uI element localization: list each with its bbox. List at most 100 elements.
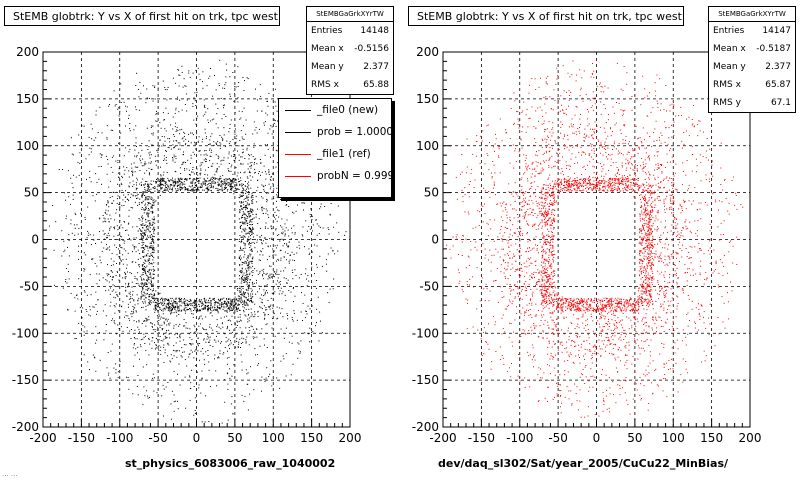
- scatter-point: [180, 187, 182, 189]
- scatter-point: [263, 186, 265, 188]
- scatter-point: [227, 168, 229, 170]
- scatter-point: [163, 179, 165, 181]
- scatter-point: [155, 301, 156, 303]
- scatter-point: [172, 160, 174, 162]
- scatter-point: [134, 329, 136, 331]
- scatter-point: [529, 239, 531, 241]
- scatter-point: [171, 358, 173, 360]
- scatter-point: [173, 370, 175, 372]
- scatter-point: [152, 192, 154, 194]
- scatter-point: [117, 371, 119, 373]
- scatter-point: [177, 373, 179, 375]
- scatter-point: [133, 300, 135, 302]
- scatter-point: [507, 227, 509, 229]
- scatter-point: [176, 307, 178, 309]
- scatter-point: [147, 212, 149, 214]
- scatter-point: [233, 159, 235, 161]
- scatter-point: [226, 327, 228, 329]
- scatter-point: [254, 315, 256, 317]
- scatter-point: [227, 340, 229, 342]
- scatter-point: [481, 277, 483, 279]
- scatter-point: [622, 110, 624, 111]
- scatter-point: [671, 358, 673, 360]
- scatter-point: [246, 299, 248, 301]
- scatter-point: [270, 176, 272, 178]
- scatter-point: [137, 272, 139, 274]
- scatter-point: [218, 180, 220, 182]
- scatter-point: [624, 335, 626, 337]
- scatter-point: [131, 261, 133, 263]
- scatter-point: [247, 239, 249, 241]
- scatter-point: [184, 168, 185, 170]
- scatter-point: [161, 180, 163, 182]
- scatter-point: [244, 304, 246, 306]
- scatter-point: [218, 178, 220, 180]
- scatter-point: [304, 202, 306, 204]
- scatter-point: [207, 119, 209, 121]
- scatter-point: [263, 378, 265, 380]
- scatter-point: [154, 222, 156, 224]
- scatter-point: [144, 161, 146, 163]
- scatter-point: [648, 372, 650, 374]
- scatter-point: [264, 315, 266, 317]
- scatter-point: [253, 121, 255, 123]
- scatter-point: [149, 301, 151, 303]
- scatter-point: [176, 305, 178, 307]
- scatter-point: [704, 202, 706, 203]
- scatter-point: [653, 132, 655, 134]
- scatter-point: [686, 256, 688, 258]
- scatter-point: [172, 77, 174, 79]
- scatter-point: [230, 303, 232, 305]
- scatter-point: [249, 220, 251, 222]
- scatter-point: [168, 180, 170, 182]
- scatter-point: [256, 163, 258, 165]
- scatter-point: [161, 329, 163, 331]
- scatter-point: [124, 273, 126, 274]
- scatter-point: [195, 303, 197, 305]
- scatter-point: [634, 381, 636, 383]
- scatter-point: [594, 413, 596, 415]
- scatter-point: [250, 293, 252, 295]
- scatter-point: [498, 148, 500, 150]
- scatter-point: [235, 303, 237, 305]
- scatter-point: [162, 80, 164, 82]
- scatter-point: [109, 293, 111, 295]
- scatter-point: [146, 97, 148, 99]
- scatter-point: [234, 171, 236, 173]
- scatter-point: [128, 306, 129, 308]
- scatter-point: [153, 242, 155, 244]
- scatter-point: [161, 303, 163, 305]
- scatter-point: [144, 266, 145, 268]
- scatter-point: [195, 357, 197, 359]
- scatter-point: [305, 310, 307, 312]
- scatter-point: [163, 317, 165, 319]
- scatter-point: [264, 294, 266, 296]
- scatter-point: [207, 301, 209, 303]
- scatter-point: [251, 289, 253, 291]
- scatter-point: [169, 306, 170, 308]
- scatter-point: [156, 181, 158, 183]
- scatter-point: [462, 235, 463, 237]
- scatter-point: [240, 248, 241, 249]
- scatter-point: [258, 171, 260, 172]
- scatter-point: [245, 201, 247, 202]
- scatter-point: [165, 305, 167, 307]
- scatter-point: [240, 289, 242, 291]
- scatter-point: [118, 172, 119, 174]
- scatter-point: [86, 310, 88, 312]
- scatter-point: [147, 288, 149, 290]
- scatter-point: [661, 343, 663, 344]
- scatter-point: [148, 140, 150, 142]
- scatter-point: [158, 339, 160, 341]
- scatter-point: [530, 326, 532, 328]
- scatter-point: [272, 254, 274, 256]
- scatter-point: [83, 331, 85, 333]
- scatter-point: [85, 190, 87, 192]
- scatter-point: [178, 85, 180, 87]
- scatter-point: [141, 236, 143, 238]
- scatter-point: [172, 182, 174, 184]
- scatter-point: [267, 144, 268, 146]
- scatter-point: [102, 215, 104, 216]
- y-tick-label: -100: [12, 326, 39, 340]
- scatter-point: [238, 341, 240, 343]
